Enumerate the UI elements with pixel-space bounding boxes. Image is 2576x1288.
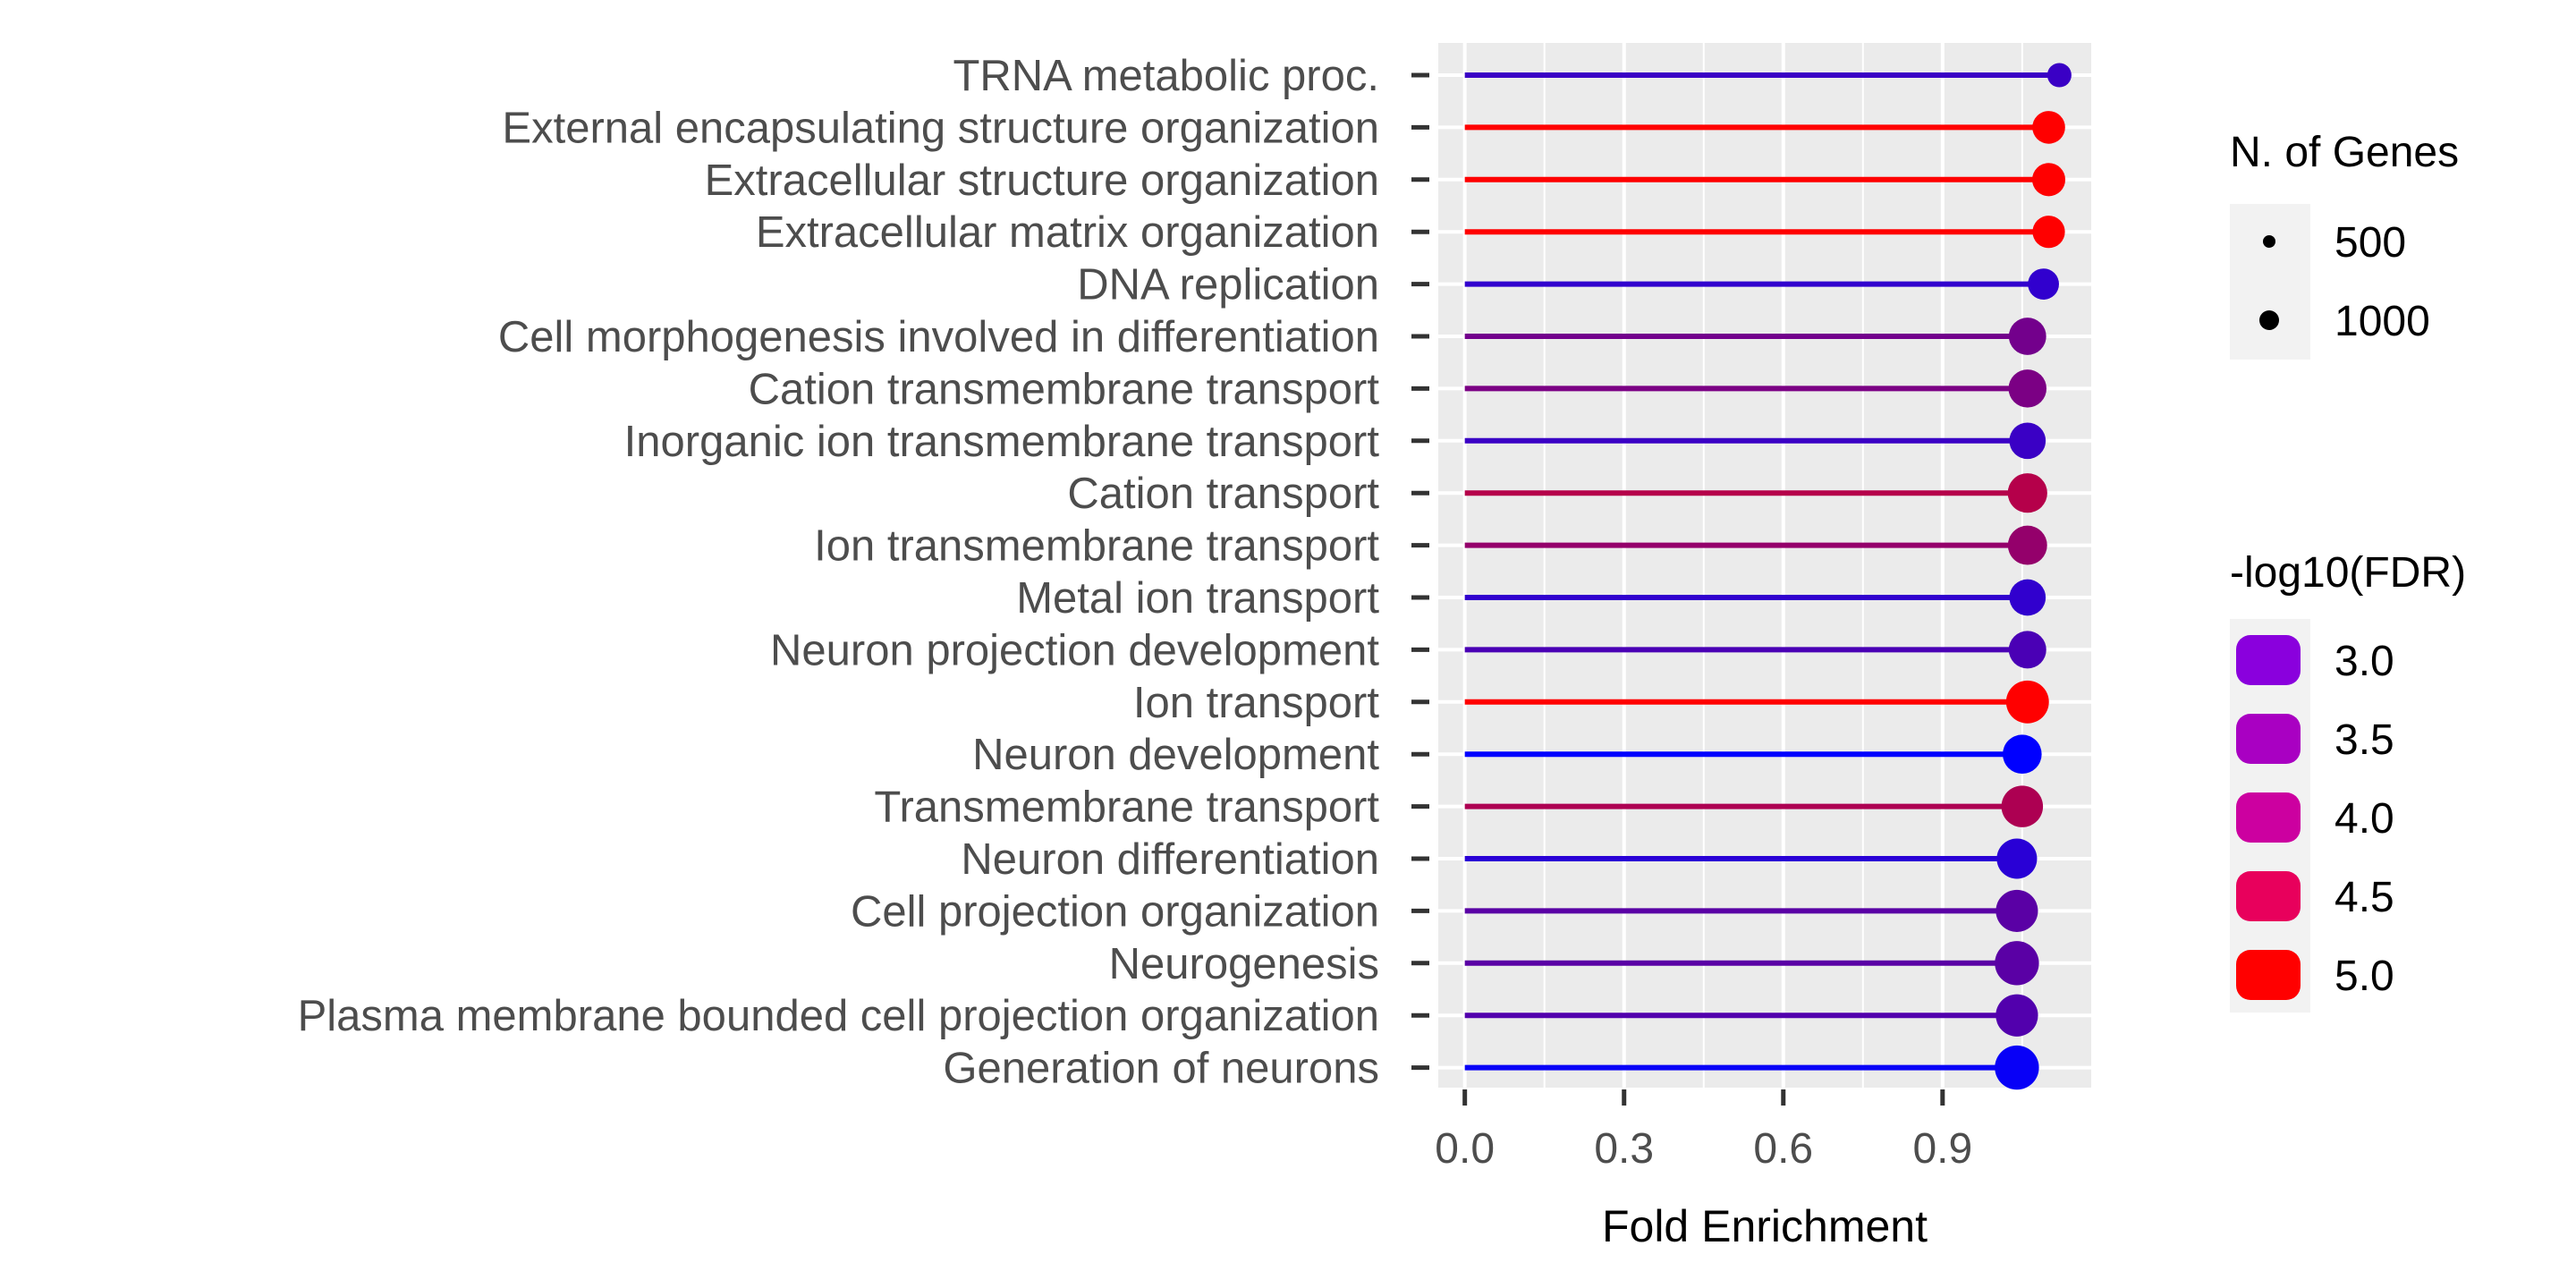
y-tick-label: DNA replication [1077, 261, 1379, 309]
lollipop-point [1996, 889, 2038, 932]
lollipop-point [2003, 734, 2042, 774]
y-tick-label: Generation of neurons [943, 1045, 1379, 1093]
lollipop-point [2032, 216, 2065, 249]
plot-panel [1438, 43, 2091, 1088]
lollipop-point [1996, 994, 2038, 1037]
color-legend-key [2236, 714, 2301, 764]
color-legend-label: 4.5 [2334, 874, 2394, 921]
lollipop-point [2046, 63, 2072, 88]
y-tick-label: Cation transport [1067, 470, 1379, 518]
y-tick-label: External encapsulating structure organiz… [502, 104, 1379, 152]
color-legend-key [2236, 792, 2301, 843]
lollipop-point [2008, 631, 2046, 669]
lollipop-point [2032, 111, 2065, 144]
size-legend: 500 1000 [2230, 204, 2430, 360]
color-legend-key [2236, 635, 2301, 685]
color-legend-label: 4.0 [2334, 795, 2394, 843]
lollipop-point [2007, 525, 2047, 565]
lollipop-point [2009, 422, 2046, 460]
lollipop-point [2028, 268, 2059, 300]
y-tick-label: Metal ion transport [1016, 574, 1379, 623]
y-tick-label: Neuron differentiation [961, 835, 1379, 884]
lollipop-point [2005, 680, 2049, 724]
color-legend-title: -log10(FDR) [2230, 549, 2466, 597]
lollipop-point [2008, 318, 2046, 355]
y-tick-label: Neurogenesis [1109, 940, 1379, 988]
lollipop-point [2031, 163, 2066, 197]
color-legend-label: 3.0 [2334, 638, 2394, 685]
y-tick-label: TRNA metabolic proc. [953, 52, 1379, 100]
y-tick-label: Extracellular matrix organization [756, 208, 1379, 257]
x-tick-label: 0.0 [1435, 1125, 1495, 1173]
chart-marks [1464, 63, 2072, 1090]
x-tick-label: 0.9 [1912, 1125, 1972, 1173]
y-tick-label: Cell morphogenesis involved in different… [498, 313, 1379, 361]
color-legend-label: 3.5 [2334, 716, 2394, 764]
color-legend: 3.0 3.5 4.0 4.5 5.0 [2230, 619, 2394, 1013]
axes: 0.0 0.3 0.6 0.9 TRNA metabolic proc.External… [298, 52, 1973, 1173]
size-legend-label: 1000 [2334, 298, 2430, 345]
y-tick-label: Transmembrane transport [874, 784, 1379, 832]
x-tick-label: 0.3 [1594, 1125, 1654, 1173]
color-legend-key [2236, 871, 2301, 921]
y-tick-label: Neuron projection development [770, 626, 1379, 674]
y-tick-label: Ion transport [1133, 679, 1379, 727]
y-tick-label: Extracellular structure organization [705, 157, 1379, 205]
y-tick-label: Inorganic ion transmembrane transport [624, 418, 1380, 466]
y-tick-label: Neuron development [972, 731, 1379, 779]
size-legend-key-background [2230, 204, 2310, 360]
y-tick-label: Ion transmembrane transport [814, 522, 1379, 571]
y-tick-label: Plasma membrane bounded cell projection … [298, 992, 1379, 1040]
x-axis-title: Fold Enrichment [1602, 1201, 1928, 1251]
size-legend-label: 500 [2334, 219, 2406, 267]
color-legend-key [2236, 950, 2301, 1000]
y-tick-label: Cell projection organization [851, 887, 1379, 936]
legends: N. of Genes 500 1000 -log10(FDR) 3.0 3.5 4.… [2230, 129, 2466, 1013]
lollipop-point [1995, 1045, 2039, 1090]
size-legend-key [2263, 235, 2275, 248]
y-tick-label: Cation transmembrane transport [749, 365, 1380, 413]
lollipop-point [2008, 369, 2047, 408]
size-legend-key [2259, 310, 2279, 330]
lollipop-point [2001, 785, 2044, 827]
lollipop-point [2007, 473, 2047, 513]
lollipop-point [2009, 579, 2046, 616]
lollipop-point [1995, 941, 2039, 986]
size-legend-title: N. of Genes [2230, 129, 2459, 176]
lollipop-point [1996, 838, 2038, 879]
color-legend-label: 5.0 [2334, 953, 2394, 1000]
x-tick-label: 0.6 [1753, 1125, 1813, 1173]
